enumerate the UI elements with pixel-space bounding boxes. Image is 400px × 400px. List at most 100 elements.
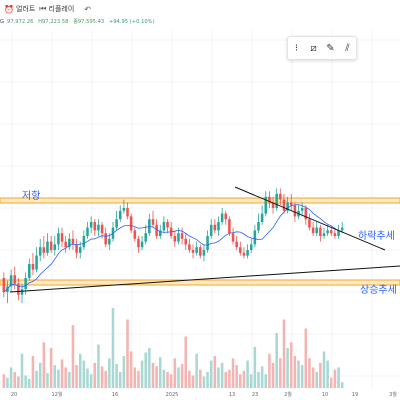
- tilt-lines-icon[interactable]: ⧄: [310, 42, 317, 54]
- volume-bar: [111, 308, 115, 388]
- quote-low: 종97,595.43: [73, 19, 105, 25]
- candle-body: [195, 247, 198, 253]
- candle-body: [279, 194, 282, 200]
- volume-bar: [319, 362, 322, 388]
- candle-body: [308, 219, 311, 228]
- volume-bar: [213, 356, 217, 388]
- volume-bar: [108, 358, 111, 388]
- candle-body: [166, 222, 169, 228]
- x-tick-label: 19: [352, 392, 358, 398]
- volume-bar: [184, 336, 188, 388]
- drawing-toolbar: ⁝ ⧄ ✎ ⫽: [287, 36, 357, 60]
- volume-bar: [228, 369, 231, 388]
- candle-body: [220, 213, 224, 222]
- volume-bar: [224, 372, 228, 388]
- volume-bar: [140, 360, 144, 388]
- volume-bar: [271, 362, 275, 388]
- candle-body: [264, 196, 268, 214]
- candle-body: [253, 230, 257, 245]
- candle-body: [28, 264, 31, 278]
- volume-bar: [217, 367, 220, 388]
- volume-bar: [42, 342, 46, 388]
- volume-bar: [220, 362, 224, 388]
- volume-bar: [260, 366, 264, 388]
- volume-bar: [231, 358, 235, 388]
- candle-body: [118, 210, 122, 220]
- candle-body: [57, 233, 60, 245]
- volume-bar: [35, 370, 38, 388]
- candle-body: [42, 247, 46, 253]
- volume-bar: [122, 356, 126, 388]
- volume-bar: [118, 372, 122, 388]
- volume-bar: [100, 366, 104, 388]
- volume-bar: [64, 367, 67, 388]
- volume-bar: [242, 370, 246, 388]
- time-axis: 20 12월 16 2025 13 23 2월 10 19 3월: [11, 391, 397, 398]
- candle-body: [38, 247, 42, 256]
- candle-body: [46, 241, 49, 253]
- replay-button[interactable]: ⏮ 리플레이: [39, 4, 74, 14]
- candle-body: [289, 202, 293, 206]
- undo-icon[interactable]: ↶: [84, 4, 91, 14]
- volume-bar: [9, 367, 13, 388]
- candle-body: [93, 222, 97, 231]
- volume-bar: [53, 365, 57, 388]
- volume-bar: [188, 370, 191, 388]
- x-tick-label: 12월: [52, 391, 63, 398]
- candle-body: [20, 289, 24, 295]
- replay-icon: ⏮: [39, 4, 47, 13]
- candle-body: [184, 238, 188, 245]
- volume-bar: [68, 372, 71, 388]
- volume-bar: [249, 374, 253, 388]
- volume-bar: [31, 356, 35, 388]
- align-icon[interactable]: ⁝: [294, 42, 299, 54]
- volume-bar: [239, 374, 242, 388]
- alert-label: 얼러트: [15, 5, 36, 13]
- volume-bar: [253, 346, 257, 388]
- candle-body: [329, 230, 333, 234]
- x-tick-label: 2월: [284, 391, 292, 398]
- candle-body: [78, 247, 82, 253]
- candle-body: [177, 233, 180, 242]
- volume-bar: [268, 353, 271, 388]
- volume-bar: [246, 360, 249, 388]
- candle-body: [271, 202, 275, 208]
- candle-body: [13, 275, 17, 284]
- double-slash-icon[interactable]: ⫽: [345, 42, 350, 54]
- price-chart[interactable]: 20 12월 16 2025 13 23 2월 10 19 3월: [0, 30, 400, 400]
- quote-change: +94.95 (+0.10%): [108, 19, 155, 25]
- candle-body: [180, 233, 184, 239]
- candle-body: [75, 244, 78, 253]
- volume-bar: [286, 348, 289, 388]
- replay-label: 리플레이: [48, 5, 75, 13]
- volume-bar: [199, 369, 202, 388]
- volume-bar: [195, 353, 198, 388]
- trendlines: [9, 186, 400, 293]
- support-zone: [0, 279, 400, 286]
- candle-body: [151, 219, 155, 225]
- pencil-icon[interactable]: ✎: [326, 42, 335, 54]
- volume-bar: [337, 367, 340, 388]
- volume-bar: [57, 369, 60, 388]
- volume-bar: [28, 378, 31, 388]
- x-tick-label: 13: [229, 392, 235, 398]
- volume-bar: [158, 357, 162, 388]
- moving-average: [3, 204, 343, 293]
- volume-bar: [282, 319, 286, 388]
- alert-button[interactable]: ⏰ 얼러트: [4, 4, 35, 14]
- volume-bar: [115, 364, 118, 388]
- volume-bar: [38, 362, 42, 388]
- candle-body: [199, 247, 202, 256]
- candle-body: [209, 224, 213, 236]
- downtrend-label: 하락추세: [358, 231, 395, 242]
- volume-bar: [6, 377, 9, 388]
- candle-body: [322, 233, 326, 236]
- candle-body: [158, 230, 162, 236]
- volume-bar: [137, 370, 140, 388]
- volume-bar: [20, 353, 24, 388]
- candlesticks: [2, 188, 344, 304]
- candle-body: [231, 233, 235, 242]
- candle-body: [82, 236, 86, 248]
- candle-body: [340, 227, 344, 231]
- candle-body: [213, 224, 217, 231]
